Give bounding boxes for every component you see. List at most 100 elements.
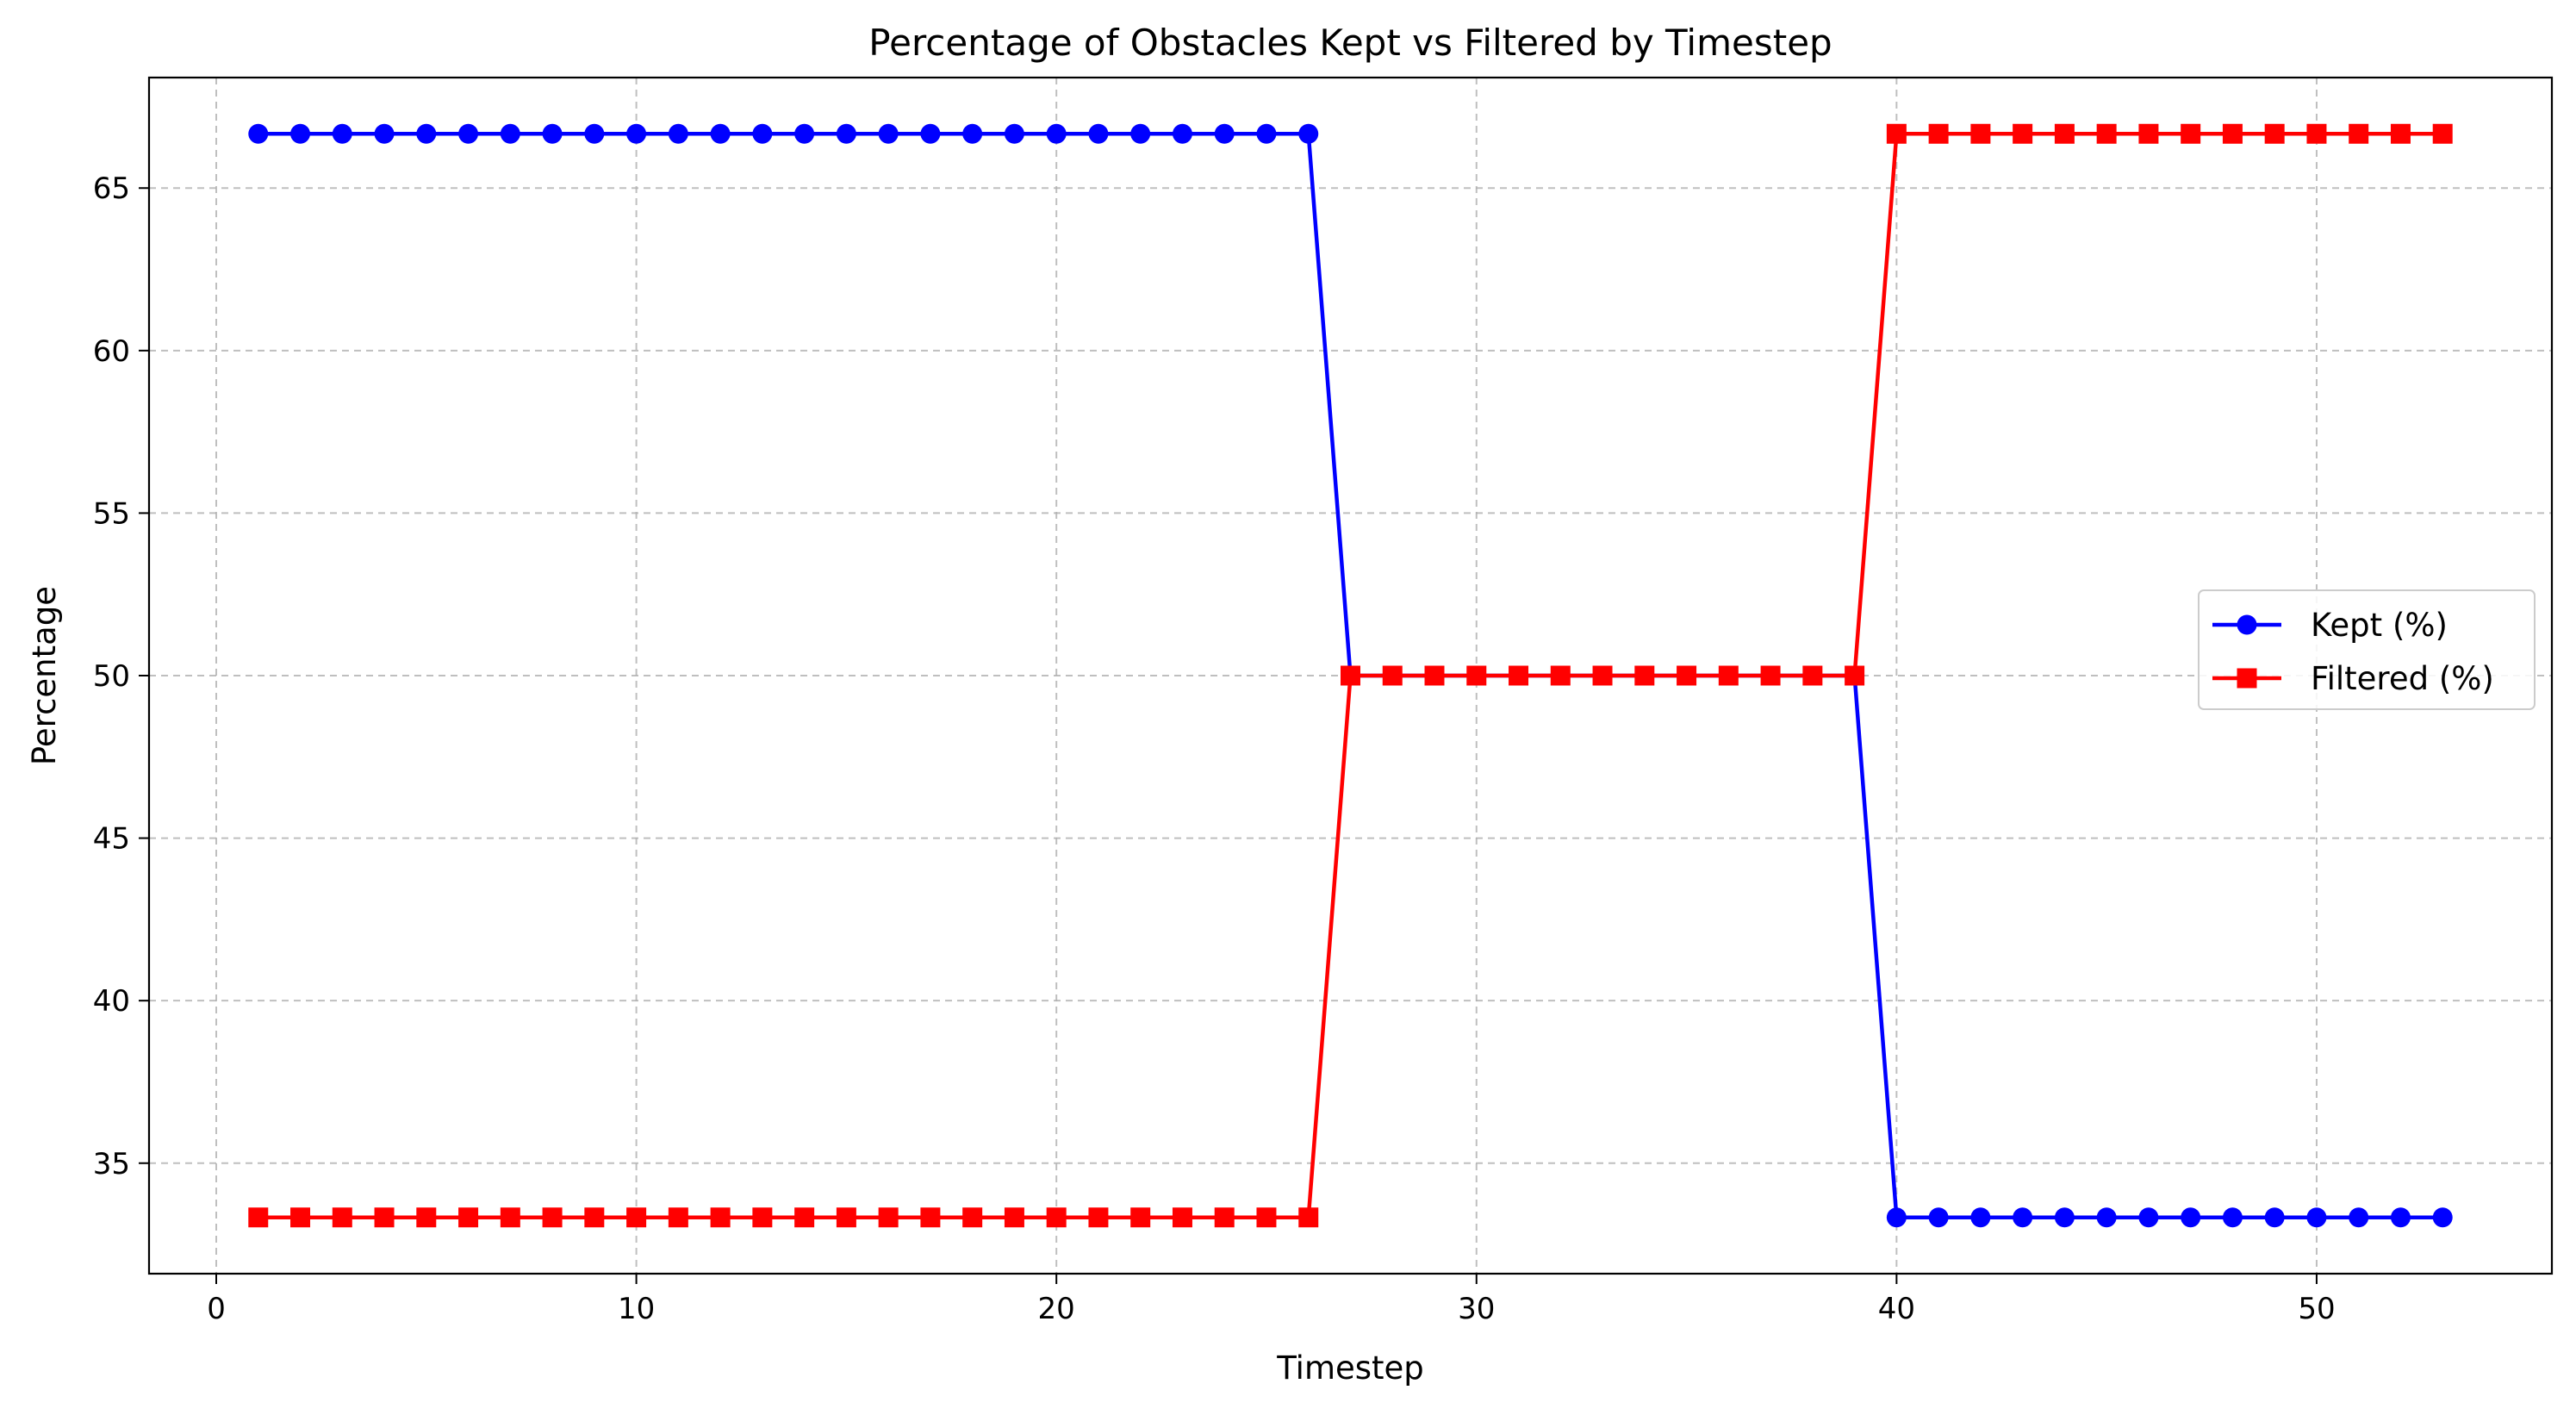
data-point [1298, 1207, 1319, 1228]
data-point [1677, 665, 1697, 686]
y-tick-label: 55 [93, 496, 130, 531]
data-point [1298, 123, 1319, 144]
data-point [878, 123, 899, 144]
data-point [1970, 123, 1991, 144]
data-point [1802, 665, 1823, 686]
data-point [1004, 123, 1024, 144]
data-point [626, 1207, 647, 1228]
data-point [2013, 1207, 2033, 1228]
data-point [2264, 1207, 2285, 1228]
data-point [2390, 123, 2411, 144]
data-point [1172, 123, 1192, 144]
data-point [2054, 1207, 2075, 1228]
legend-box [2198, 589, 2536, 710]
series-layer [248, 123, 2453, 1228]
legend: Kept (%) Filtered (%) [2198, 589, 2536, 710]
data-point [794, 1207, 815, 1228]
data-point [1046, 123, 1067, 144]
y-tick-label: 40 [93, 984, 130, 1019]
data-point [1550, 665, 1571, 686]
data-point [2264, 123, 2285, 144]
data-point [332, 123, 352, 144]
data-point [290, 1207, 311, 1228]
data-point [2013, 123, 2033, 144]
data-point [500, 123, 520, 144]
data-point [1928, 1207, 1949, 1228]
x-axis-label: Timestep [1276, 1350, 1424, 1387]
data-point [836, 1207, 856, 1228]
data-point [2096, 1207, 2117, 1228]
y-tick-label: 65 [93, 171, 130, 206]
x-tick-label: 20 [1038, 1292, 1075, 1326]
data-point [2181, 1207, 2201, 1228]
data-point [2306, 123, 2327, 144]
data-point [332, 1207, 352, 1228]
data-point [1341, 665, 1360, 686]
data-point [668, 1207, 688, 1228]
tick-layer: 0 10 20 30 40 50 35 40 45 50 55 60 65 [93, 171, 2336, 1326]
data-point [1970, 1207, 1991, 1228]
data-point [2390, 1207, 2411, 1228]
data-point [2306, 1207, 2327, 1228]
data-point [374, 1207, 395, 1228]
data-point [2054, 123, 2075, 144]
data-point [458, 123, 479, 144]
y-tick-label: 60 [93, 334, 130, 369]
data-point [2432, 1207, 2453, 1228]
data-point [2432, 123, 2453, 144]
legend-marker [2237, 614, 2257, 635]
data-point [794, 123, 815, 144]
data-point [2096, 123, 2117, 144]
x-tick-label: 0 [207, 1292, 226, 1326]
data-point [584, 1207, 605, 1228]
data-point [1886, 1207, 1907, 1228]
data-point [542, 1207, 563, 1228]
data-point [500, 1207, 520, 1228]
x-tick-label: 10 [618, 1292, 655, 1326]
data-point [1634, 665, 1655, 686]
data-point [1886, 123, 1907, 144]
data-point [1256, 1207, 1277, 1228]
data-point [2138, 1207, 2159, 1228]
data-point [584, 123, 605, 144]
data-point [2222, 1207, 2243, 1228]
legend-marker [2237, 668, 2257, 689]
data-point [2349, 123, 2369, 144]
data-point [920, 123, 941, 144]
data-point [1214, 1207, 1235, 1228]
data-point [1214, 123, 1235, 144]
data-point [1760, 665, 1781, 686]
data-point [1130, 123, 1151, 144]
data-point [2222, 123, 2243, 144]
data-point [1004, 1207, 1024, 1228]
data-point [836, 123, 856, 144]
data-point [1256, 123, 1277, 144]
data-point [1928, 123, 1949, 144]
data-point [1046, 1207, 1067, 1228]
data-point [542, 123, 563, 144]
x-tick-label: 40 [1878, 1292, 1915, 1326]
data-point [1466, 665, 1487, 686]
data-point [1130, 1207, 1151, 1228]
data-point [1718, 665, 1739, 686]
data-point [458, 1207, 479, 1228]
data-point [1845, 665, 1865, 686]
legend-label: Kept (%) [2311, 607, 2448, 644]
data-point [1509, 665, 1529, 686]
data-point [1088, 1207, 1109, 1228]
data-point [416, 123, 437, 144]
data-point [710, 1207, 731, 1228]
data-point [248, 1207, 269, 1228]
data-point [2138, 123, 2159, 144]
data-point [626, 123, 647, 144]
data-point [2349, 1207, 2369, 1228]
legend-label: Filtered (%) [2311, 660, 2494, 697]
data-point [962, 1207, 983, 1228]
x-tick-label: 50 [2298, 1292, 2335, 1326]
data-point [962, 123, 983, 144]
data-point [752, 123, 773, 144]
x-tick-label: 30 [1458, 1292, 1495, 1326]
